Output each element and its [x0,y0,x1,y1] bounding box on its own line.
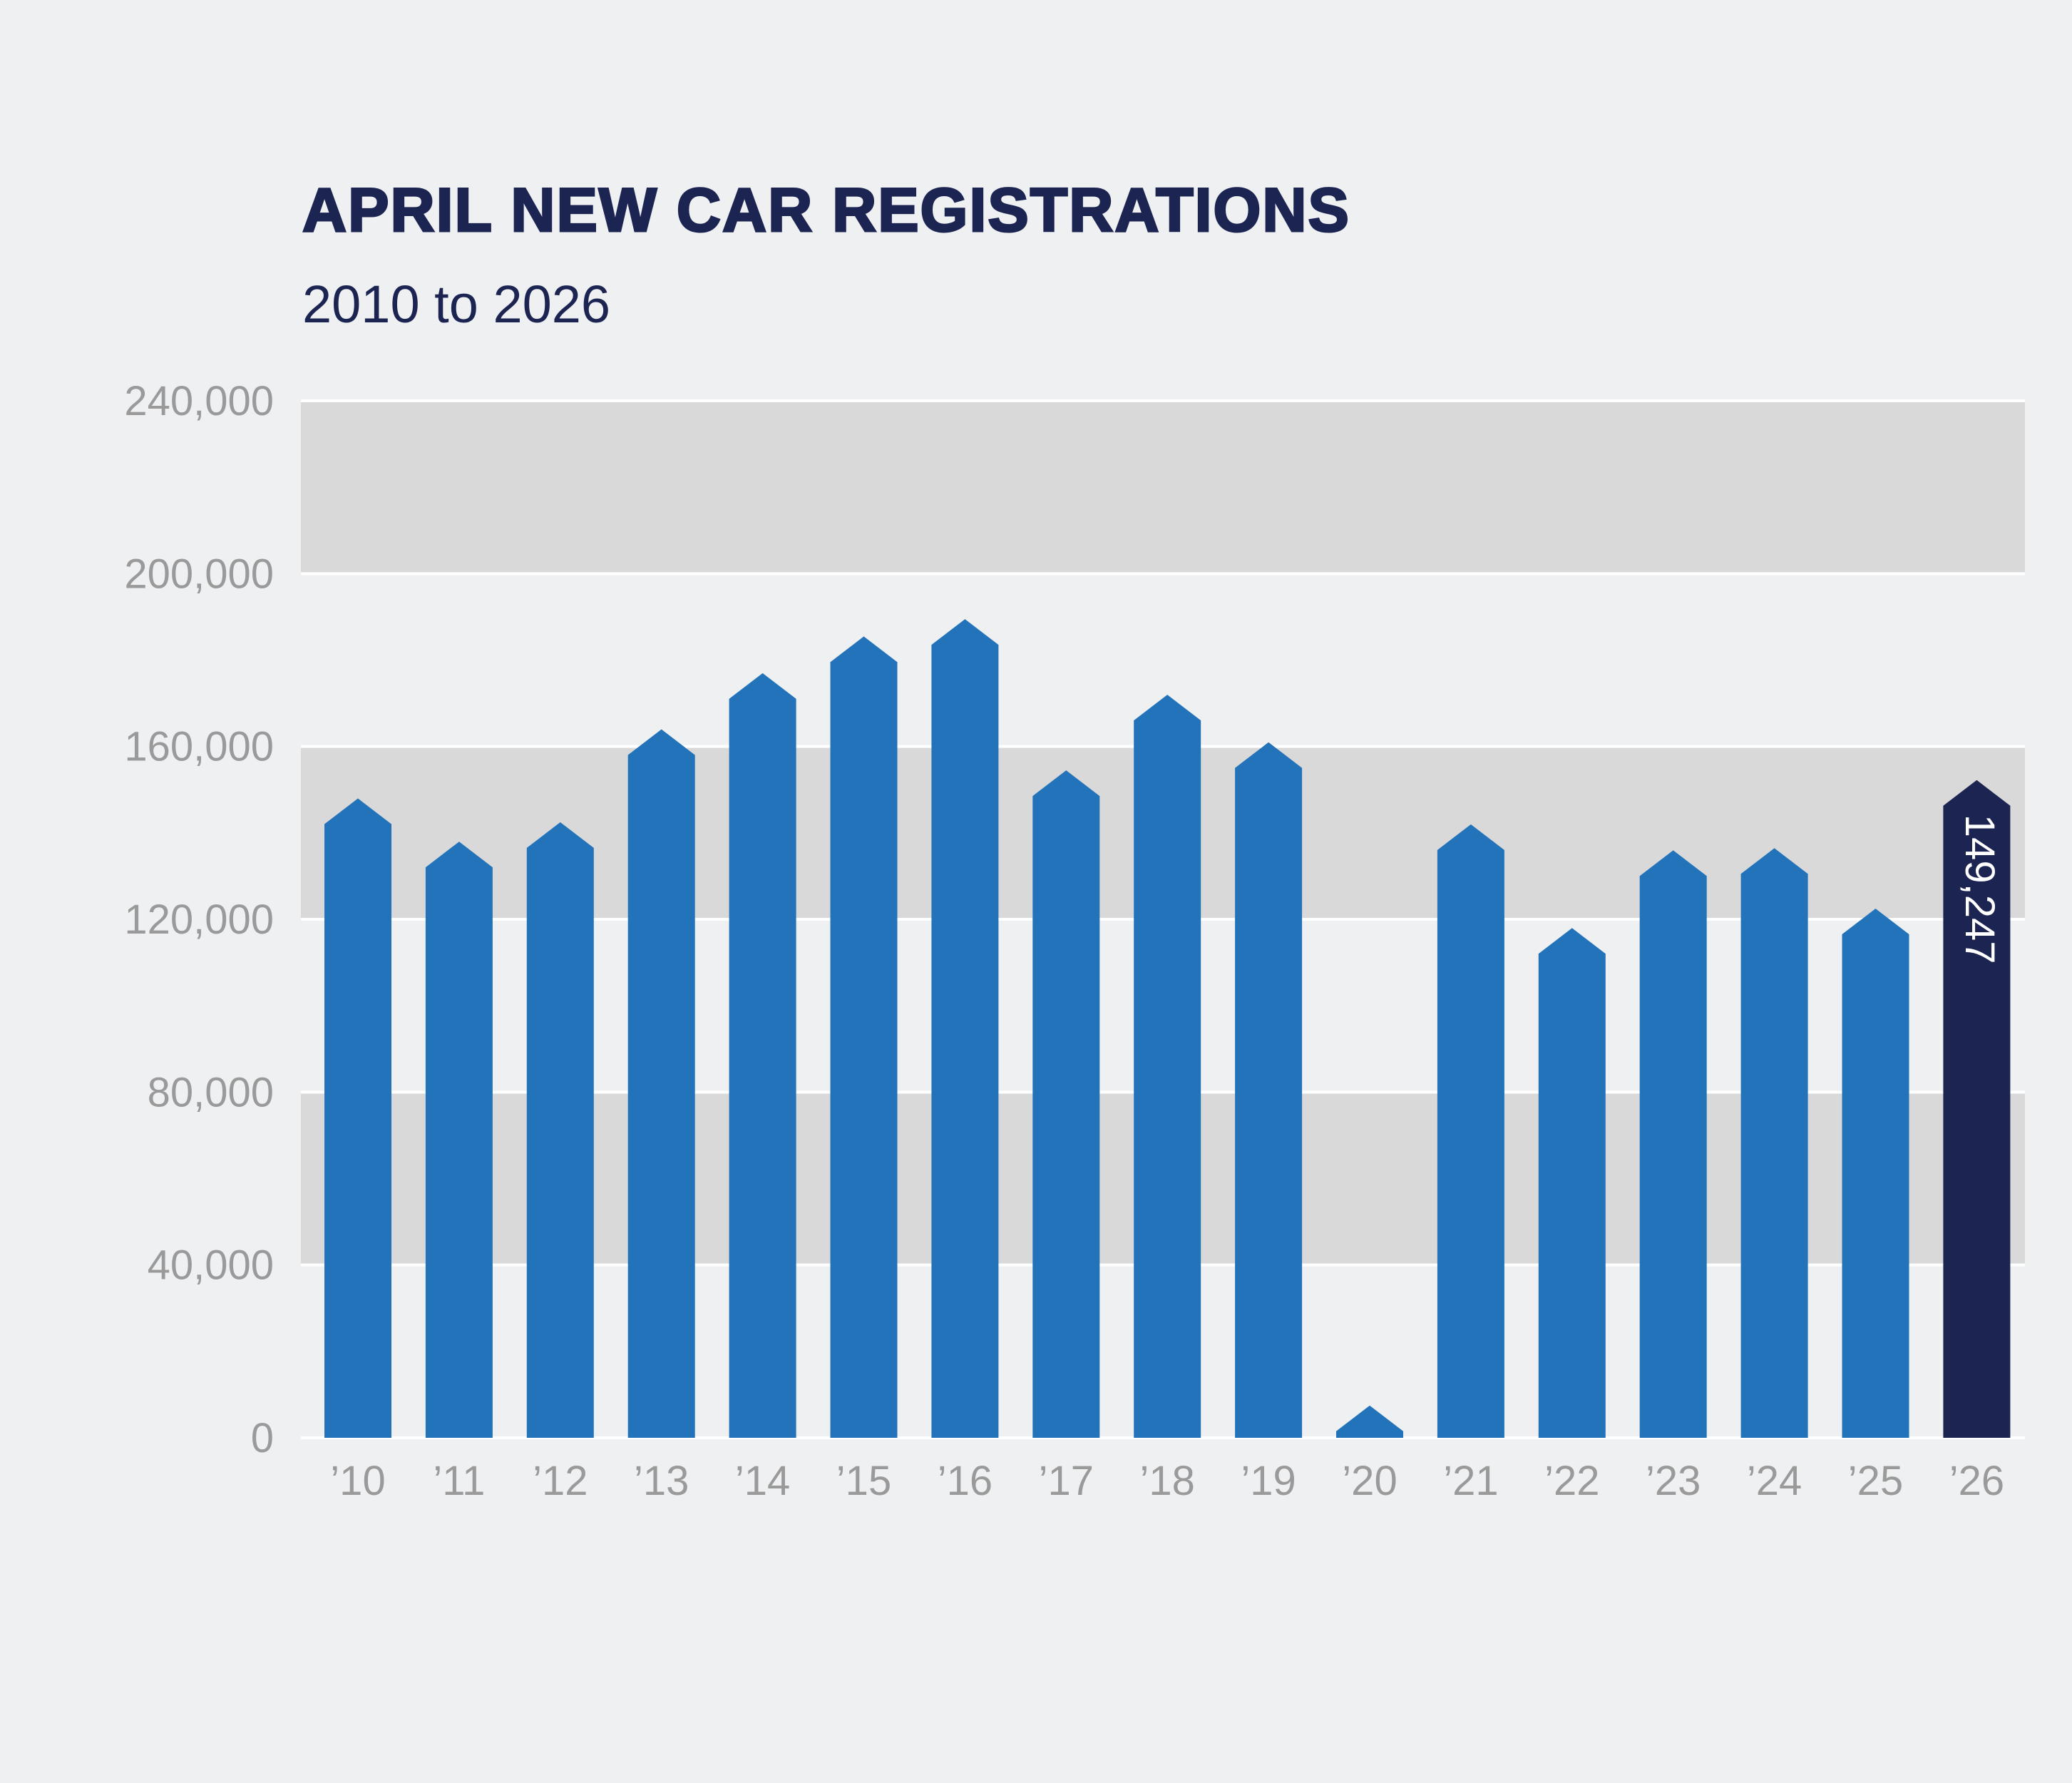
y-tick-label: 40,000 [148,1242,274,1289]
bar [931,619,999,1438]
y-tick-label: 160,000 [124,724,274,770]
bar [729,673,796,1438]
x-tick-label: ’10 [330,1458,385,1504]
x-tick-label: ’25 [1848,1458,1903,1504]
chart-title: APRIL NEW CAR REGISTRATIONS [302,175,1350,246]
x-tick-label: ’22 [1544,1458,1599,1504]
bar [1032,770,1100,1438]
x-tick-label: ’23 [1646,1458,1701,1504]
y-tick-label: 0 [251,1415,274,1461]
y-tick-label: 200,000 [124,551,274,597]
y-tick-label: 120,000 [124,896,274,943]
bar [526,822,594,1438]
y-tick-label: 80,000 [148,1069,274,1115]
x-tick-label: ’20 [1342,1458,1397,1504]
background-band [301,401,2025,574]
x-axis-ticks: ’10 ’11 ’12 ’13 ’14 ’15 ’16 ’17 ’18 ’19 ’20 ’21 ’22 ’… [330,1458,2004,1504]
bar [425,842,493,1438]
x-tick-label: ’19 [1241,1458,1296,1504]
x-tick-label: ’24 [1747,1458,1802,1504]
x-tick-label: ’13 [634,1458,689,1504]
data-label: 149,247 [1956,814,2003,964]
bar [627,729,695,1438]
x-tick-label: ’17 [1039,1458,1094,1504]
bar [1943,780,2011,1438]
bar [324,798,391,1438]
x-tick-label: ’16 [938,1458,993,1504]
chart-subtitle: 2010 to 2026 [302,275,611,334]
bar [1437,824,1504,1438]
x-tick-label: ’21 [1443,1458,1498,1504]
bar [830,636,898,1438]
bar [1538,928,1606,1438]
bars [324,619,2011,1439]
bar [1842,909,1909,1438]
bar [1235,742,1303,1438]
x-tick-label: ’11 [433,1458,485,1504]
bar [1134,695,1201,1439]
x-tick-label: ’18 [1139,1458,1194,1504]
bar [1639,850,1707,1438]
x-tick-label: ’12 [533,1458,588,1504]
x-tick-label: ’15 [836,1458,891,1504]
y-axis-ticks: 0 40,000 80,000 120,000 160,000 200,000 240,00… [124,378,274,1461]
bar [1740,848,1808,1438]
x-tick-label: ’26 [1949,1458,2004,1504]
data-labels: 149,247 [1956,814,2003,964]
bar [1336,1405,1403,1438]
x-tick-label: ’14 [735,1458,790,1504]
y-tick-label: 240,000 [124,378,274,424]
